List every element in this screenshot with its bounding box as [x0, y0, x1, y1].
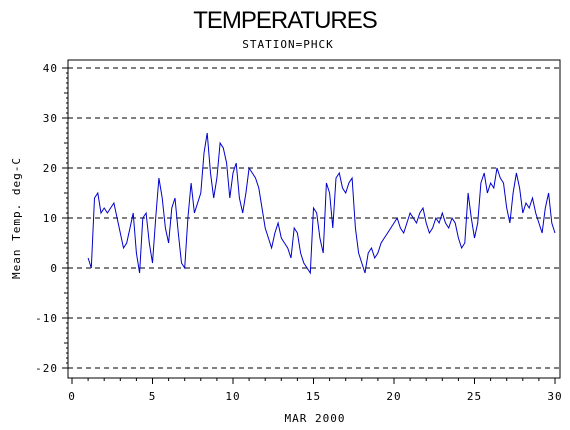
y-tick-label: 0: [50, 262, 58, 275]
x-tick-label: 15: [306, 390, 321, 403]
minor-ticks: [64, 72, 540, 381]
y-tick-label: 10: [43, 212, 58, 225]
x-tick-label: 5: [149, 390, 157, 403]
series-line-mean-temp: [87, 132, 556, 275]
chart-title: TEMPERATURES: [193, 7, 377, 34]
y-axis: -20 -10 0 10 20 30 40: [35, 62, 68, 375]
x-tick-label: 0: [68, 390, 76, 403]
grid-lines: [68, 67, 560, 369]
x-tick-label: 10: [225, 390, 240, 403]
y-axis-label: Mean Temp. deg-C: [10, 157, 23, 279]
y-tick-label: 20: [43, 162, 58, 175]
y-tick-label: -20: [35, 362, 58, 375]
x-axis: 0 5 10 15 20 25 30: [68, 378, 562, 403]
chart-subtitle: STATION=PHCK: [242, 38, 333, 51]
y-tick-label: 30: [43, 112, 58, 125]
y-tick-label: -10: [35, 312, 58, 325]
plot-frame: [67, 59, 561, 379]
x-tick-label: 30: [547, 390, 562, 403]
x-tick-label: 20: [386, 390, 401, 403]
y-tick-label: 40: [43, 62, 58, 75]
x-axis-label: MAR 2000: [285, 412, 346, 425]
x-tick-label: 25: [467, 390, 482, 403]
